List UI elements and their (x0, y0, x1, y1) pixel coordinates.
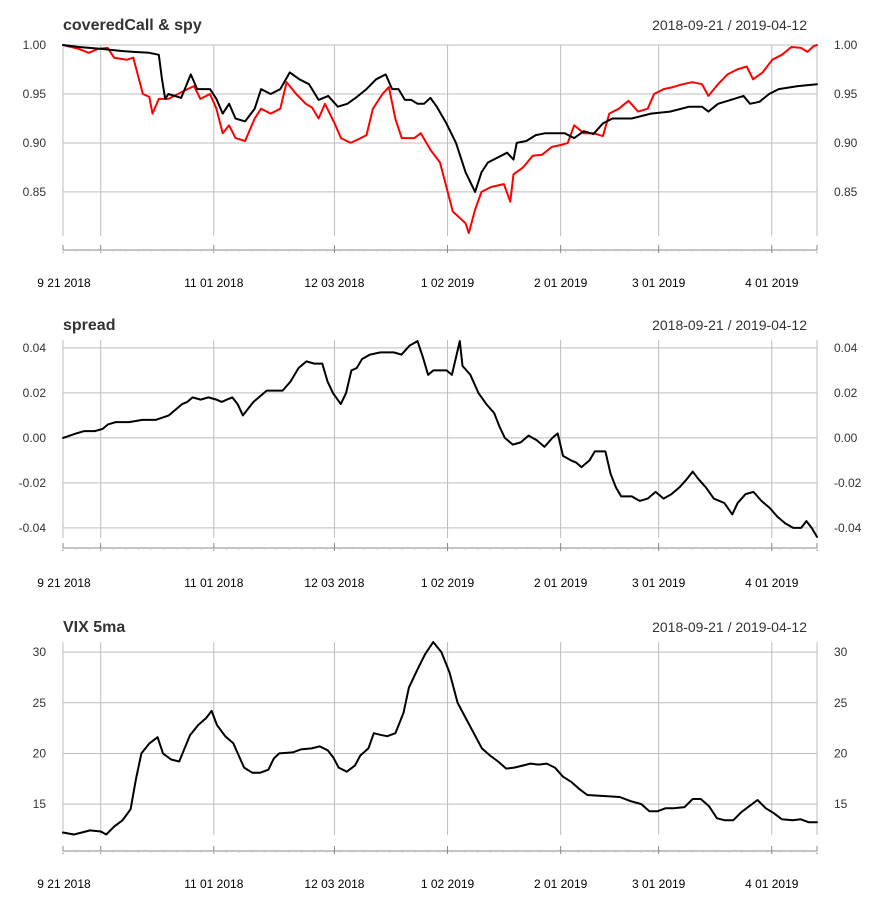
y-tick-label-left: 30 (33, 645, 47, 659)
x-tick-label: 12 03 2018 (304, 877, 364, 891)
x-tick-label: 2 01 2019 (534, 576, 588, 590)
x-tick-label: 4 01 2019 (745, 877, 799, 891)
panel-date-range: 2018-09-21 / 2019-04-12 (652, 317, 807, 333)
panel-date-range: 2018-09-21 / 2019-04-12 (652, 619, 807, 635)
x-tick-label: 1 02 2019 (421, 276, 475, 290)
x-tick-label: 3 01 2019 (632, 576, 686, 590)
x-tick-label: 9 21 2018 (37, 877, 91, 891)
x-tick-label: 1 02 2019 (421, 576, 475, 590)
y-tick-label-left: -0.02 (19, 476, 47, 490)
panel-title: VIX 5ma (63, 619, 125, 636)
y-tick-label-right: 30 (834, 645, 848, 659)
x-tick-label: 2 01 2019 (534, 877, 588, 891)
y-tick-label-left: -0.04 (19, 521, 47, 535)
x-tick-label: 11 01 2018 (184, 276, 243, 290)
x-tick-label: 4 01 2019 (745, 576, 799, 590)
series-line-spy (62, 44, 818, 235)
y-tick-label-right: 0.95 (834, 87, 858, 101)
x-tick-label: 3 01 2019 (632, 877, 686, 891)
panel-title: coveredCall & spy (63, 17, 202, 34)
y-tick-label-right: 20 (834, 746, 848, 760)
y-tick-label-right: 0.00 (834, 431, 858, 445)
x-tick-label: 11 01 2018 (184, 576, 243, 590)
x-tick-label: 3 01 2019 (632, 276, 686, 290)
panel-title: spread (63, 317, 115, 334)
panel-3: VIX 5ma 2018-09-21 / 2019-04-12 30 30 25 25 20… (33, 619, 848, 891)
series-line-vix-5ma (62, 641, 818, 836)
y-tick-label-right: 25 (834, 696, 848, 710)
y-tick-label-left: 0.95 (23, 87, 47, 101)
x-tick-label: 12 03 2018 (304, 276, 364, 290)
x-tick-label: 2 01 2019 (534, 276, 588, 290)
y-tick-label-right: 0.85 (834, 185, 858, 199)
y-tick-label-right: 0.04 (834, 341, 858, 355)
x-tick-label: 4 01 2019 (745, 276, 799, 290)
panel-2: spread 2018-09-21 / 2019-04-12 0.04 0.04 0.0… (19, 317, 862, 590)
x-tick-label: 9 21 2018 (37, 276, 91, 290)
y-tick-label-right: -0.04 (834, 521, 862, 535)
y-tick-label-left: 0.00 (23, 431, 47, 445)
y-tick-label-right: -0.02 (834, 476, 862, 490)
y-tick-label-right: 0.02 (834, 386, 858, 400)
y-tick-label-right: 1.00 (834, 38, 858, 52)
y-tick-label-left: 1.00 (23, 38, 47, 52)
y-tick-label-left: 25 (33, 696, 47, 710)
y-tick-label-right: 15 (834, 797, 848, 811)
y-tick-label-left: 0.85 (23, 185, 47, 199)
y-tick-label-left: 0.02 (23, 386, 47, 400)
panel-date-range: 2018-09-21 / 2019-04-12 (652, 17, 807, 33)
panel-1: coveredCall & spy 2018-09-21 / 2019-04-12… (23, 17, 858, 290)
x-tick-label: 9 21 2018 (37, 576, 91, 590)
y-tick-label-left: 0.90 (23, 136, 47, 150)
series-line-coveredcall (62, 44, 818, 193)
y-tick-label-left: 15 (33, 797, 47, 811)
y-tick-label-left: 0.04 (23, 341, 47, 355)
x-tick-label: 11 01 2018 (184, 877, 243, 891)
y-tick-label-left: 20 (33, 746, 47, 760)
x-tick-label: 1 02 2019 (421, 877, 475, 891)
series-line-spread (62, 340, 818, 538)
y-tick-label-right: 0.90 (834, 136, 858, 150)
x-tick-label: 12 03 2018 (304, 576, 364, 590)
